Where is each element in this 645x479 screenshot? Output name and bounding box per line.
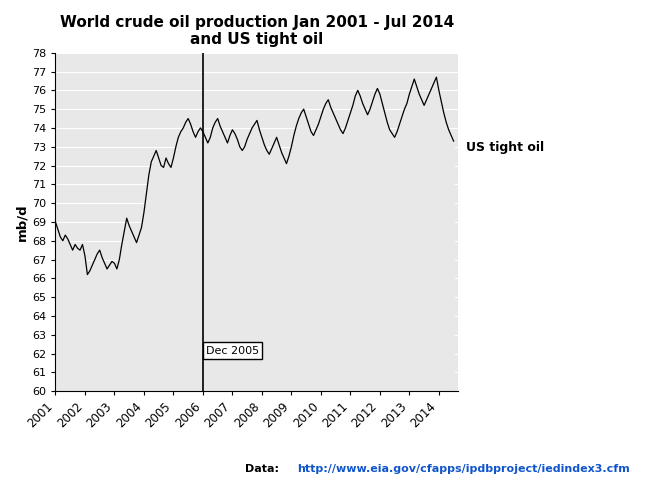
Text: http://www.eia.gov/cfapps/ipdbproject/iedindex3.cfm: http://www.eia.gov/cfapps/ipdbproject/ie… (297, 464, 630, 474)
Y-axis label: mb/d: mb/d (15, 203, 28, 241)
Title: World crude oil production Jan 2001 - Jul 2014
and US tight oil: World crude oil production Jan 2001 - Ju… (59, 15, 454, 47)
Text: Data:: Data: (245, 464, 283, 474)
Text: US tight oil: US tight oil (466, 141, 544, 154)
Text: Dec 2005: Dec 2005 (206, 345, 259, 355)
